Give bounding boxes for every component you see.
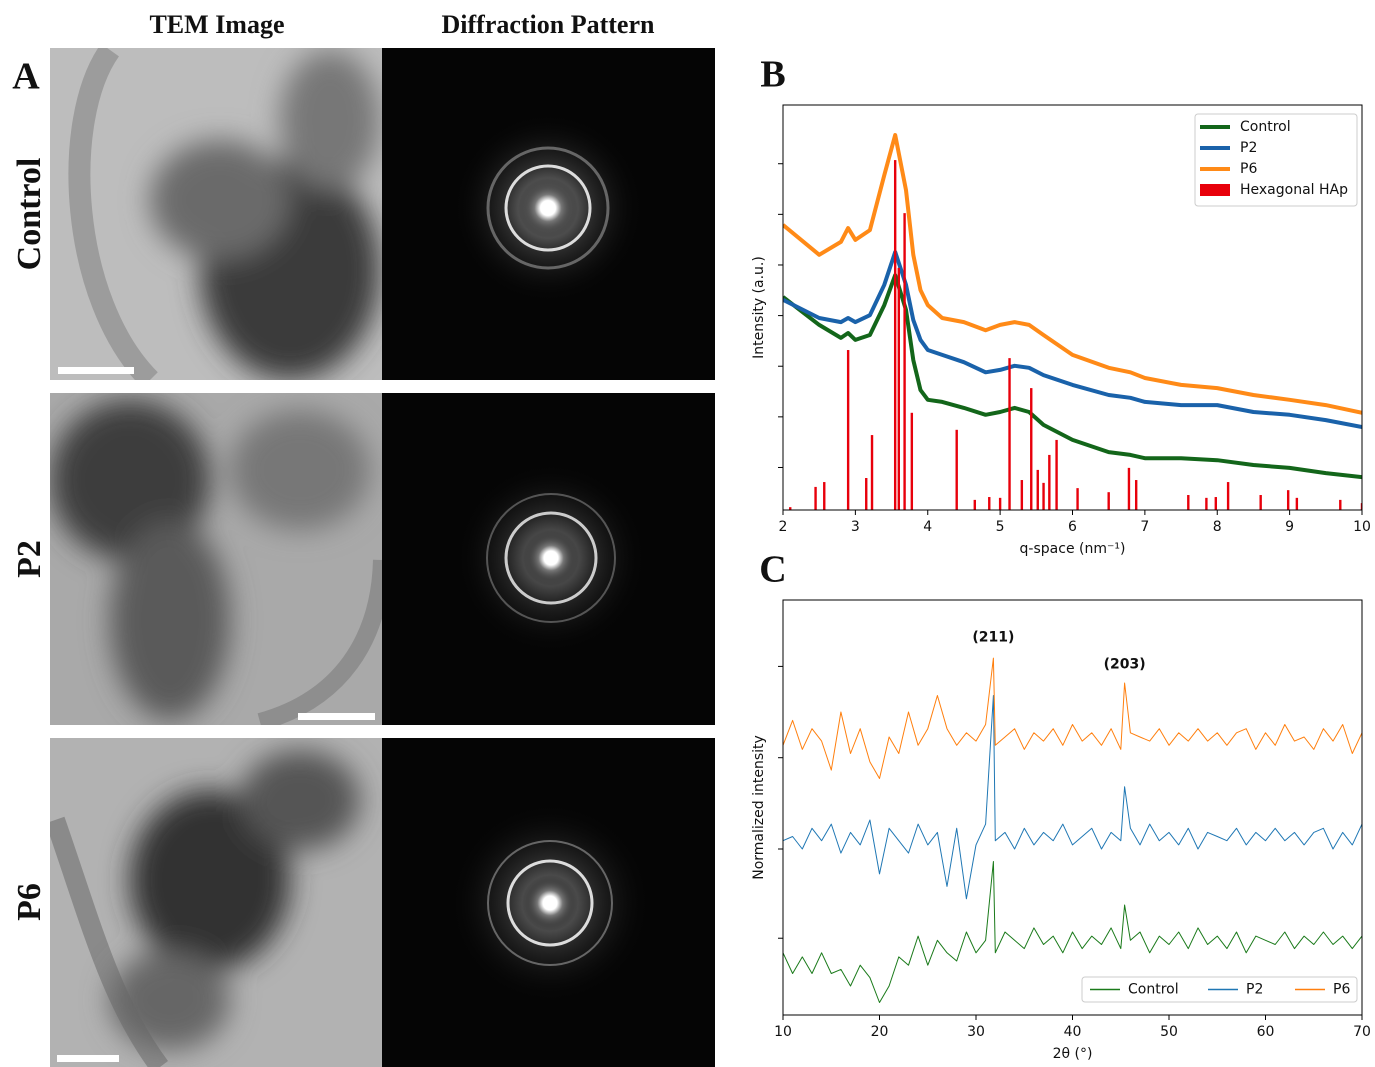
bar [1128,468,1130,510]
legend-label: Control [1128,982,1179,998]
bar [911,413,913,510]
bar [1037,470,1039,510]
bar [865,478,867,510]
row-label: P6 [11,883,48,921]
x-tick-label: 9 [1285,519,1294,535]
bar [814,487,816,510]
row-label: P2 [11,540,48,578]
x-tick-label: 30 [967,1024,985,1040]
bar [1339,500,1341,510]
x-tick-label: 2 [779,519,788,535]
legend-label: P6 [1333,982,1350,998]
x-tick-label: 60 [1257,1024,1275,1040]
x-tick-label: 10 [1353,519,1371,535]
bar [1227,482,1229,510]
diffraction-image [382,48,715,380]
bar [894,160,896,510]
x-tick-label: 20 [871,1024,889,1040]
x-tick-label: 50 [1160,1024,1178,1040]
y-axis-label: Intensity (a.u.) [751,256,767,359]
bar [1135,480,1137,510]
column-header: Diffraction Pattern [442,10,656,39]
row-label: Control [11,158,48,271]
bar [847,350,849,510]
bar [1042,483,1044,510]
legend-label: P2 [1246,982,1263,998]
bar [1205,498,1207,510]
diffraction-image [382,393,715,725]
bar [988,497,990,510]
x-tick-label: 4 [923,519,932,535]
x-axis-label: 2θ (°) [1053,1046,1093,1062]
x-tick-label: 8 [1213,519,1222,535]
bar [1048,455,1050,510]
bar [1055,440,1057,510]
series-line [783,658,1362,778]
annotation: (211) [972,629,1014,645]
series-line [783,252,1362,427]
bar [956,430,958,510]
bar [1187,495,1189,510]
bar [1021,480,1023,510]
panel-label: C [759,549,786,591]
x-tick-label: 6 [1068,519,1077,535]
figure: TEM Image Diffraction Pattern A Control … [0,0,1375,1067]
bar [1030,388,1032,510]
x-tick-label: 10 [774,1024,792,1040]
column-header: TEM Image [149,10,284,39]
bar [1107,492,1109,510]
series-line [783,696,1362,899]
legend-label: Control [1240,119,1291,135]
bar [903,213,905,510]
legend-label: P2 [1240,140,1257,156]
bar [1296,498,1298,510]
legend-swatch [1200,184,1230,196]
plot-frame [783,600,1362,1015]
bar [999,498,1001,510]
annotation: (203) [1104,656,1146,672]
panel-label: B [760,54,785,96]
x-tick-label: 70 [1353,1024,1371,1040]
bar [974,500,976,510]
legend-label: Hexagonal HAp [1240,182,1348,198]
bar [871,435,873,510]
bar [1215,497,1217,510]
bar [1076,488,1078,510]
bar [1008,358,1010,510]
y-axis-label: Normalized intensity [751,735,767,880]
x-axis-label: q-space (nm⁻¹) [1020,541,1126,557]
x-tick-label: 5 [996,519,1005,535]
diffraction-image [382,738,715,1067]
x-tick-label: 7 [1140,519,1149,535]
bar [1287,490,1289,510]
x-tick-label: 3 [851,519,860,535]
series-line [783,275,1362,477]
bar [1259,495,1261,510]
bar [898,268,900,510]
x-tick-label: 40 [1064,1024,1082,1040]
plot-area [783,658,1362,1002]
legend-label: P6 [1240,161,1257,177]
bar [823,482,825,510]
panel-label: A [12,56,40,98]
tem-image [50,48,382,380]
tem-image [50,738,382,1067]
tem-image [50,393,382,725]
